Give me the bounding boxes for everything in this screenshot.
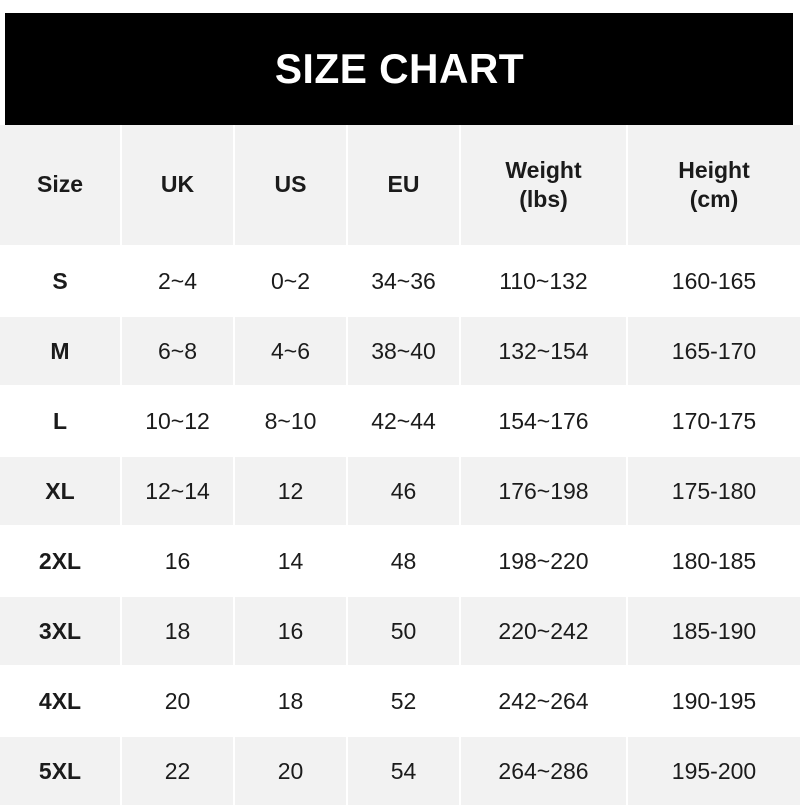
column-header-weight: Weight (lbs) <box>461 125 628 247</box>
table-row: M 6~8 4~6 38~40 132~154 165-170 <box>0 317 800 387</box>
cell-height: 185-190 <box>628 597 800 667</box>
column-header-us-label: US <box>274 171 307 198</box>
cell-uk: 2~4 <box>122 247 235 317</box>
cell-height: 165-170 <box>628 317 800 387</box>
cell-size: 4XL <box>0 667 122 737</box>
cell-us: 12 <box>235 457 348 527</box>
cell-height: 160-165 <box>628 247 800 317</box>
cell-eu: 50 <box>348 597 461 667</box>
cell-us: 18 <box>235 667 348 737</box>
cell-height: 170-175 <box>628 387 800 457</box>
header-row: Size UK US EU Weight (lbs) Height (cm) <box>0 125 800 247</box>
column-header-eu-label: EU <box>387 171 420 198</box>
cell-us: 4~6 <box>235 317 348 387</box>
cell-us: 20 <box>235 737 348 805</box>
cell-weight: 242~264 <box>461 667 628 737</box>
table-row: 4XL 20 18 52 242~264 190-195 <box>0 667 800 737</box>
cell-us: 8~10 <box>235 387 348 457</box>
cell-eu: 52 <box>348 667 461 737</box>
table-row: 2XL 16 14 48 198~220 180-185 <box>0 527 800 597</box>
cell-us: 16 <box>235 597 348 667</box>
cell-uk: 10~12 <box>122 387 235 457</box>
table-row: S 2~4 0~2 34~36 110~132 160-165 <box>0 247 800 317</box>
cell-eu: 48 <box>348 527 461 597</box>
table-row: 3XL 18 16 50 220~242 185-190 <box>0 597 800 667</box>
column-header-height-label: Height <box>678 156 750 183</box>
cell-uk: 22 <box>122 737 235 805</box>
cell-size: S <box>0 247 122 317</box>
column-header-weight-label: Weight <box>505 156 582 183</box>
cell-size: XL <box>0 457 122 527</box>
cell-uk: 6~8 <box>122 317 235 387</box>
column-header-uk: UK <box>122 125 235 247</box>
cell-weight: 176~198 <box>461 457 628 527</box>
column-header-us: US <box>235 125 348 247</box>
cell-uk: 20 <box>122 667 235 737</box>
column-header-size: Size <box>0 125 122 247</box>
cell-size: 2XL <box>0 527 122 597</box>
cell-weight: 264~286 <box>461 737 628 805</box>
column-header-weight-unit: (lbs) <box>519 186 568 212</box>
cell-eu: 34~36 <box>348 247 461 317</box>
cell-us: 0~2 <box>235 247 348 317</box>
cell-uk: 12~14 <box>122 457 235 527</box>
cell-height: 180-185 <box>628 527 800 597</box>
cell-weight: 198~220 <box>461 527 628 597</box>
cell-eu: 46 <box>348 457 461 527</box>
column-header-size-label: Size <box>36 171 84 198</box>
cell-uk: 16 <box>122 527 235 597</box>
cell-height: 195-200 <box>671 757 757 784</box>
cell-size: L <box>0 387 122 457</box>
cell-height: 175-180 <box>628 457 800 527</box>
table-row: L 10~12 8~10 42~44 154~176 170-175 <box>0 387 800 457</box>
cell-weight: 132~154 <box>461 317 628 387</box>
cell-height: 190-195 <box>628 667 800 737</box>
cell-size: 3XL <box>0 597 122 667</box>
column-header-height-unit: (cm) <box>689 186 739 212</box>
table-row: XL 12~14 12 46 176~198 175-180 <box>0 457 800 527</box>
cell-eu: 38~40 <box>348 317 461 387</box>
table-body: S 2~4 0~2 34~36 110~132 160-165 M 6~8 4~… <box>0 247 800 805</box>
table-row: 5XL 22 20 54 264~286 195-200 <box>0 737 800 805</box>
cell-size: 5XL <box>0 737 122 805</box>
cell-weight: 110~132 <box>461 247 628 317</box>
cell-uk: 18 <box>122 597 235 667</box>
cell-weight: 220~242 <box>461 597 628 667</box>
title-banner: SIZE CHART <box>5 13 793 125</box>
cell-us: 14 <box>235 527 348 597</box>
column-header-eu: EU <box>348 125 461 247</box>
page-title: SIZE CHART <box>274 45 524 92</box>
cell-eu: 54 <box>348 737 461 805</box>
cell-eu: 42~44 <box>348 387 461 457</box>
table-header: Size UK US EU Weight (lbs) Height (cm) <box>0 125 800 247</box>
cell-weight: 154~176 <box>461 387 628 457</box>
cell-size: M <box>0 317 122 387</box>
column-header-uk-label: UK <box>160 171 195 198</box>
size-chart-table: Size UK US EU Weight (lbs) Height (cm) <box>0 125 800 805</box>
column-header-height: Height (cm) <box>628 125 800 247</box>
